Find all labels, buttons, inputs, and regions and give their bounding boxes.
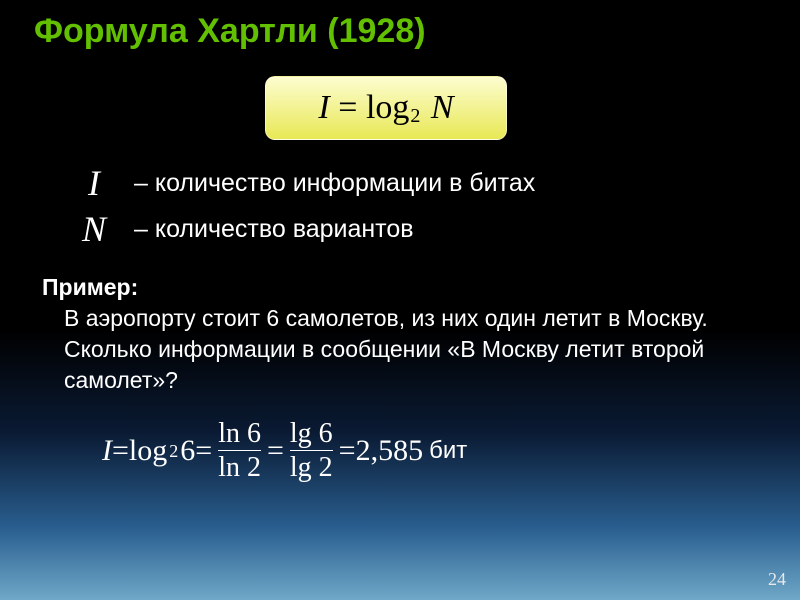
calculation: I = log2 6 = ln 6 ln 2 = lg 6 lg 2 = 2,5… [102, 420, 467, 482]
calc-eq1: = [112, 434, 129, 468]
formula-log: log [366, 89, 409, 126]
example-body: В аэропорту стоит 6 самолетов, из них од… [64, 303, 762, 396]
calc-log: log [129, 434, 167, 468]
calc-eq2: = [195, 434, 212, 468]
page-title: Формула Хартли (1928) [34, 12, 426, 51]
legend-I-text: – количество информации в битах [134, 169, 535, 198]
calc-f2-den: lg 2 [290, 450, 333, 482]
example-label: Пример: [42, 274, 762, 301]
calc-base: 2 [167, 441, 180, 462]
formula-eq: = [330, 89, 366, 126]
calc-val: 2,585 [356, 434, 424, 468]
formula-I: I [318, 89, 329, 126]
calc-I: I [102, 434, 112, 468]
calc-unit: бит [429, 437, 467, 465]
hartley-formula: I = log2 N [318, 89, 453, 128]
calc-six: 6 [180, 434, 195, 468]
calc-f1-den: ln 2 [218, 450, 261, 482]
legend-row-I: I – количество информации в битах [68, 162, 535, 204]
calc-frac2: lg 6 lg 2 [290, 420, 333, 482]
formula-N: N [422, 89, 453, 126]
calc-f1-num: ln 6 [218, 420, 261, 450]
page-number: 24 [768, 569, 786, 590]
legend: I – количество информации в битах N – ко… [68, 162, 535, 254]
calc-f2-num: lg 6 [290, 420, 333, 450]
slide: Формула Хартли (1928) I = log2 N I – кол… [0, 0, 800, 600]
calc-eq4: = [339, 434, 356, 468]
calc-frac1: ln 6 ln 2 [218, 420, 261, 482]
calc-eq3: = [267, 434, 284, 468]
legend-N-text: – количество вариантов [134, 215, 414, 244]
legend-row-N: N – количество вариантов [68, 208, 535, 250]
example-block: Пример: В аэропорту стоит 6 самолетов, и… [42, 274, 762, 396]
hartley-formula-box: I = log2 N [265, 76, 507, 140]
formula-base: 2 [409, 105, 422, 127]
legend-N-symbol: N [68, 208, 120, 250]
legend-I-symbol: I [68, 162, 120, 204]
